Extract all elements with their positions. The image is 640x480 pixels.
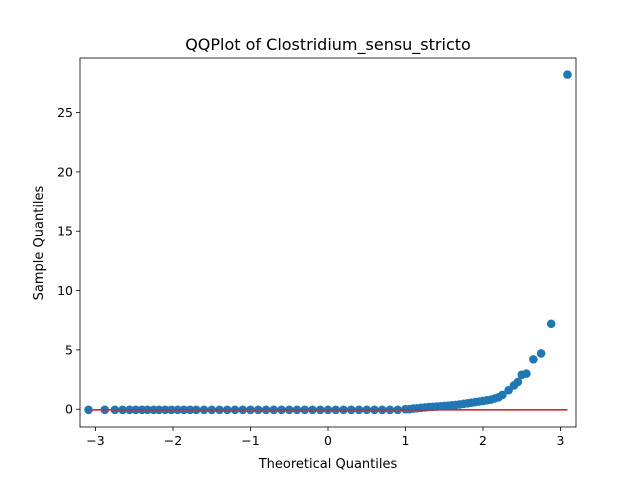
data-point [546, 319, 556, 329]
x-axis: −3 −2 −1 0 1 2 3 [86, 427, 564, 448]
y-tick-label: 25 [57, 105, 73, 120]
x-tick-label: 1 [402, 433, 410, 448]
y-axis: 0 5 10 15 20 25 [57, 105, 80, 417]
x-tick-label: −3 [86, 433, 104, 448]
data-point [529, 355, 538, 364]
plot-frame [79, 57, 577, 428]
x-tick-label: −2 [164, 433, 182, 448]
x-tick-label: 2 [479, 433, 487, 448]
y-tick-label: 15 [57, 224, 73, 239]
data-point [563, 70, 572, 79]
y-axis-label: Sample Quantiles [32, 185, 47, 300]
y-tick-label: 5 [65, 342, 73, 357]
y-tick-label: 10 [57, 283, 73, 298]
data-point [498, 390, 507, 400]
y-tick-label: 20 [57, 164, 73, 179]
chart-title: QQPlot of Clostridium_sensu_stricto [185, 35, 471, 55]
x-tick-label: 0 [324, 433, 332, 448]
plot-area [84, 70, 572, 415]
data-point [513, 377, 523, 387]
x-tick-label: −1 [241, 433, 259, 448]
y-tick-label: 0 [65, 402, 73, 417]
x-tick-label: 3 [557, 433, 565, 448]
data-point [522, 369, 531, 378]
data-point [536, 349, 546, 358]
x-axis-label: Theoretical Quantiles [258, 457, 398, 472]
